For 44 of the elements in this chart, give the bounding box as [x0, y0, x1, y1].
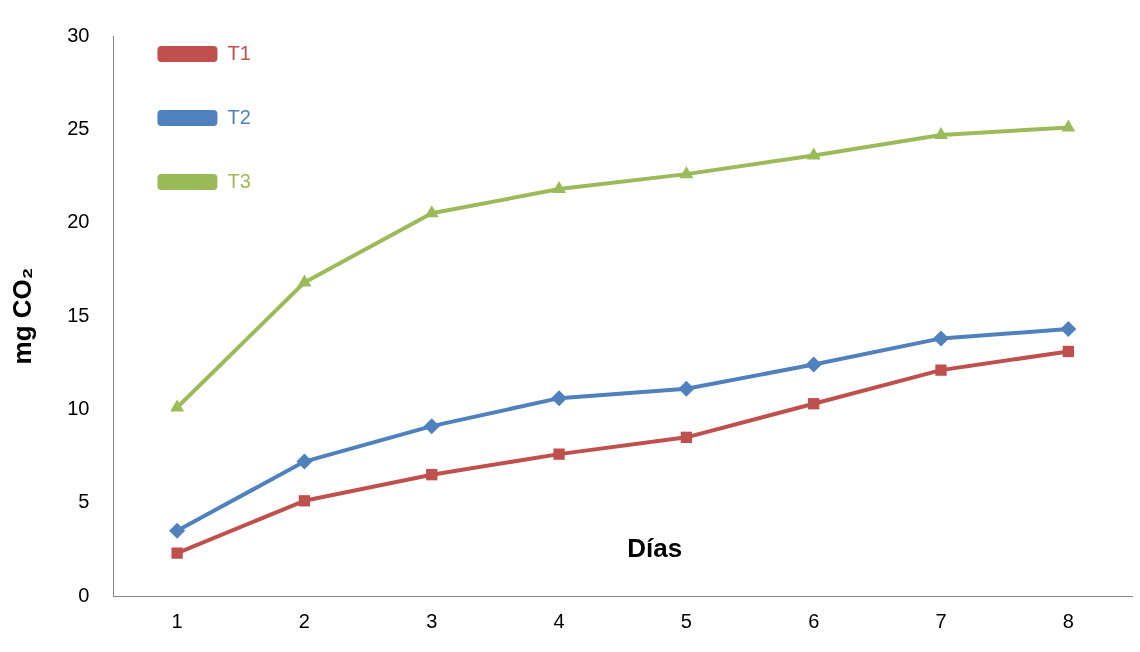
legend-label: T3 [227, 169, 251, 192]
x-tick-label: 5 [680, 609, 692, 632]
y-tick-label: 0 [78, 583, 90, 606]
y-tick-label: 25 [67, 116, 90, 139]
point [808, 398, 820, 410]
y-tick-label: 20 [67, 210, 90, 233]
point [297, 274, 312, 287]
x-tick-label: 3 [426, 609, 438, 632]
point [426, 469, 438, 481]
point [296, 453, 313, 470]
point [935, 364, 947, 376]
point [679, 166, 694, 179]
x-tick-label: 1 [171, 609, 183, 632]
x-tick-label: 4 [553, 609, 565, 632]
y-tick-label: 5 [78, 490, 90, 513]
y-tick-label: 15 [67, 303, 90, 326]
legend-label: T2 [227, 105, 251, 128]
point [1060, 321, 1077, 338]
point [552, 181, 566, 194]
point [170, 399, 185, 412]
x-tick-label: 8 [1062, 609, 1074, 632]
x-axis-title: Días [627, 533, 683, 564]
point [1061, 119, 1076, 132]
x-tick-label: 7 [935, 609, 947, 632]
y-tick-label: 10 [67, 396, 90, 419]
y-tick-label: 30 [67, 23, 90, 46]
point [680, 431, 693, 443]
point [171, 547, 183, 559]
point [934, 126, 948, 139]
point [933, 330, 950, 347]
y-axis-title: mg CO₂ [6, 267, 37, 365]
point [551, 390, 568, 407]
legend-label: T1 [227, 41, 251, 64]
point [169, 522, 186, 539]
point [806, 147, 821, 160]
point [553, 448, 565, 460]
point [424, 205, 439, 218]
x-tick-label: 2 [298, 609, 310, 632]
point [298, 495, 311, 507]
point [1062, 345, 1074, 358]
point [678, 380, 695, 397]
x-tick-label: 6 [808, 609, 820, 632]
point [423, 418, 440, 435]
point [805, 356, 822, 373]
